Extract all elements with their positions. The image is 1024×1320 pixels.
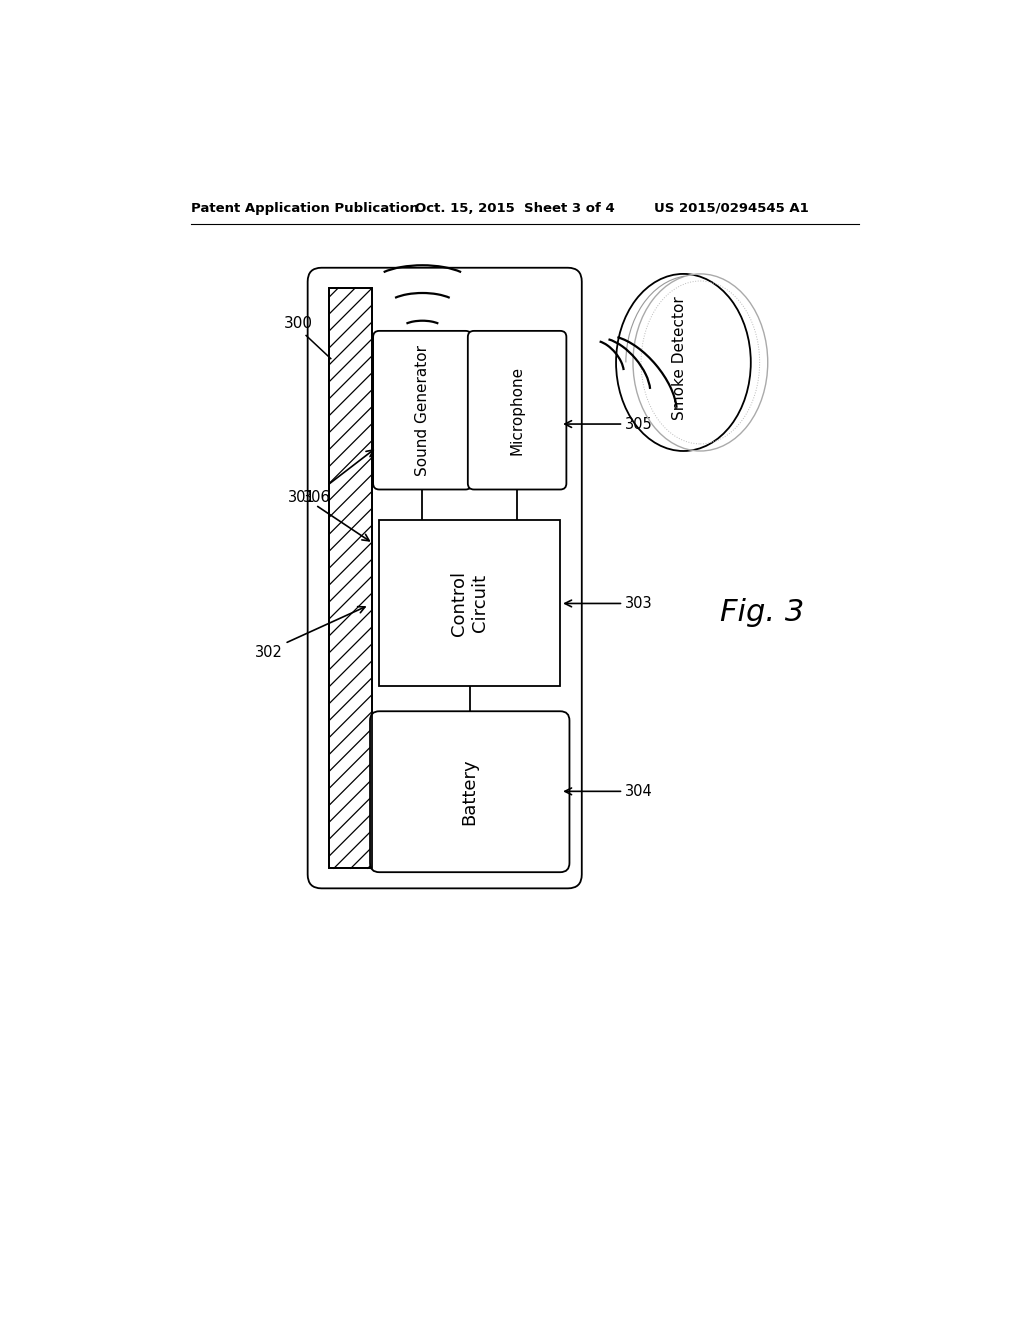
Text: 302: 302 <box>255 645 283 660</box>
Text: Fig. 3: Fig. 3 <box>720 598 804 627</box>
Text: Patent Application Publication: Patent Application Publication <box>190 202 419 215</box>
Bar <box>379 520 560 686</box>
Text: Control
Circuit: Control Circuit <box>451 570 489 636</box>
Bar <box>330 288 372 869</box>
Text: 306: 306 <box>303 490 331 504</box>
Text: Oct. 15, 2015  Sheet 3 of 4: Oct. 15, 2015 Sheet 3 of 4 <box>416 202 615 215</box>
Text: 304: 304 <box>625 784 652 799</box>
FancyBboxPatch shape <box>307 268 582 888</box>
Text: 300: 300 <box>284 317 313 331</box>
Text: US 2015/0294545 A1: US 2015/0294545 A1 <box>654 202 809 215</box>
FancyBboxPatch shape <box>468 331 566 490</box>
Text: Battery: Battery <box>461 759 479 825</box>
Text: Smoke Detector: Smoke Detector <box>672 297 687 421</box>
FancyBboxPatch shape <box>373 331 472 490</box>
Ellipse shape <box>616 275 751 451</box>
Text: Microphone: Microphone <box>510 366 524 455</box>
FancyBboxPatch shape <box>370 711 569 873</box>
Text: 301: 301 <box>288 490 315 504</box>
Bar <box>330 288 372 869</box>
Text: 305: 305 <box>625 417 652 432</box>
Text: 303: 303 <box>625 595 652 611</box>
Text: Sound Generator: Sound Generator <box>415 345 430 475</box>
